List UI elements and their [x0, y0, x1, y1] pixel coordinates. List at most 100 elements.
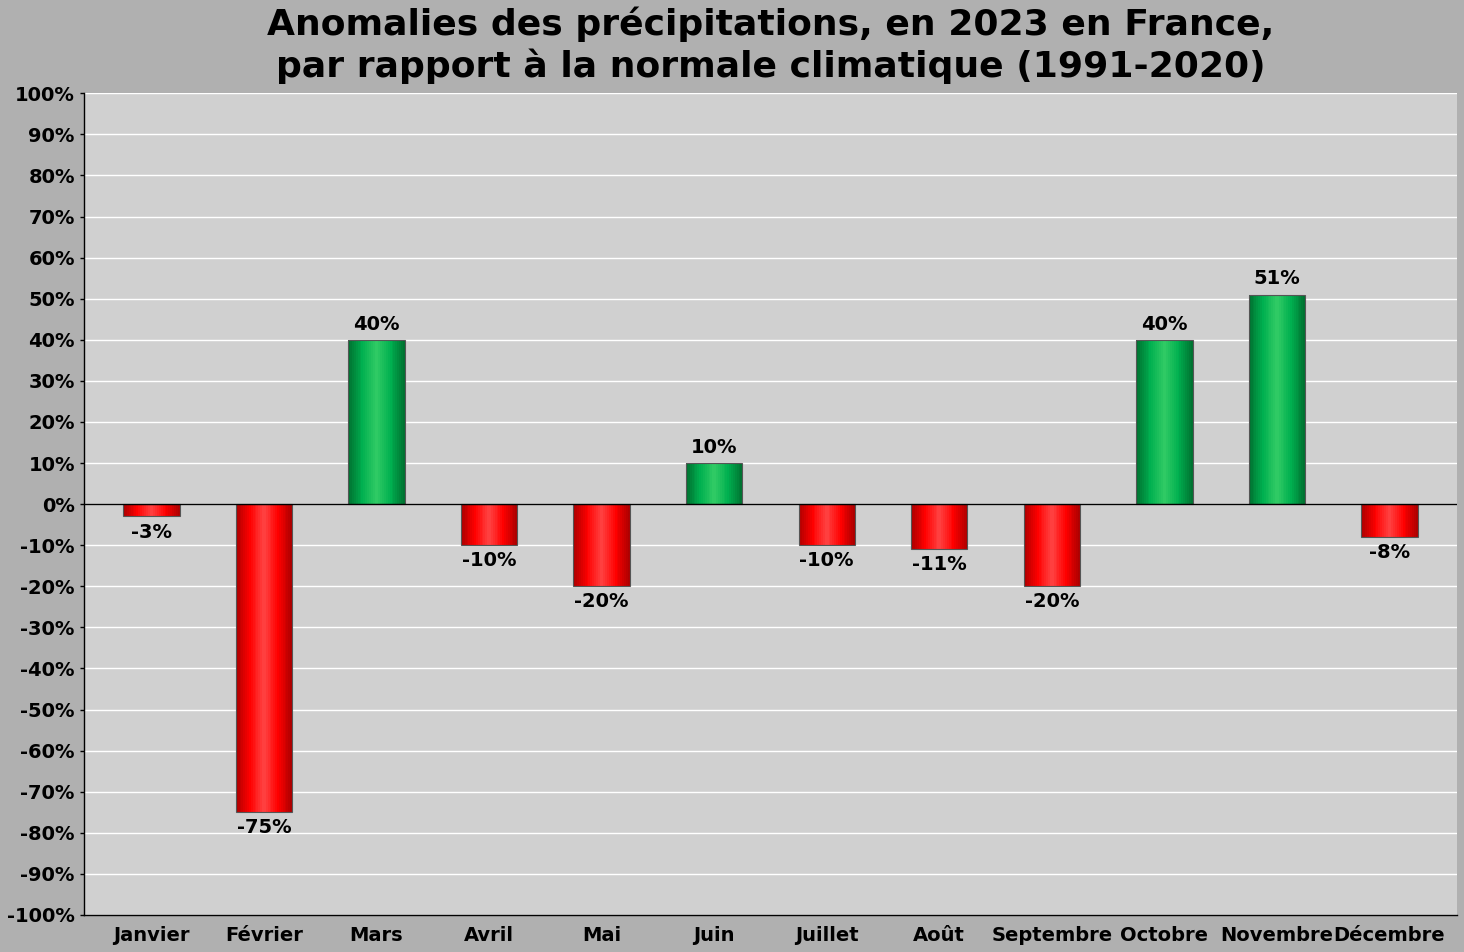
Bar	[464, 505, 467, 545]
Bar	[820, 505, 821, 545]
Bar	[962, 505, 963, 549]
Bar	[731, 463, 733, 505]
Bar	[170, 505, 171, 516]
Bar	[849, 505, 851, 545]
Bar	[834, 505, 836, 545]
Bar	[1037, 505, 1038, 586]
Bar	[171, 505, 174, 516]
Bar	[1187, 340, 1189, 505]
Bar	[1061, 505, 1063, 586]
Bar	[155, 505, 157, 516]
Bar	[618, 505, 621, 586]
Bar	[350, 340, 353, 505]
Bar	[130, 505, 133, 516]
Bar	[468, 505, 470, 545]
Bar	[1176, 340, 1177, 505]
Bar	[848, 505, 849, 545]
Bar	[713, 463, 714, 505]
Bar	[266, 505, 268, 812]
Bar	[596, 505, 597, 586]
Bar	[710, 463, 713, 505]
Bar	[741, 463, 742, 505]
Bar	[483, 505, 485, 545]
Bar	[722, 463, 723, 505]
Bar	[1391, 505, 1394, 537]
Bar	[353, 340, 354, 505]
Bar	[1386, 505, 1388, 537]
Bar	[1275, 294, 1277, 505]
Bar	[589, 505, 590, 586]
Bar	[1250, 294, 1253, 505]
Bar	[603, 505, 605, 586]
Bar	[1378, 505, 1381, 537]
Bar	[1369, 505, 1370, 537]
Bar	[814, 505, 815, 545]
Bar	[123, 505, 124, 516]
Bar	[1362, 505, 1417, 537]
Bar	[290, 505, 293, 812]
Bar	[384, 340, 386, 505]
Bar	[808, 505, 810, 545]
Bar	[824, 505, 827, 545]
Bar	[163, 505, 164, 516]
Bar	[1142, 340, 1143, 505]
Bar	[608, 505, 609, 586]
Bar	[1370, 505, 1373, 537]
Bar	[1162, 340, 1164, 505]
Bar	[950, 505, 953, 549]
Bar	[810, 505, 811, 545]
Bar	[1035, 505, 1037, 586]
Bar	[610, 505, 613, 586]
Text: -11%: -11%	[912, 555, 966, 574]
Bar	[622, 505, 624, 586]
Bar	[363, 340, 365, 505]
Bar	[1184, 340, 1187, 505]
Bar	[914, 505, 915, 549]
Bar	[701, 463, 703, 505]
Bar	[1054, 505, 1056, 586]
Bar	[735, 463, 736, 505]
Bar	[840, 505, 842, 545]
Bar	[356, 340, 357, 505]
Bar	[124, 505, 127, 516]
Bar	[255, 505, 256, 812]
Text: -10%: -10%	[799, 551, 854, 570]
Bar	[609, 505, 610, 586]
Bar	[395, 340, 397, 505]
Bar	[253, 505, 255, 812]
Bar	[1028, 505, 1029, 586]
Bar	[1180, 340, 1181, 505]
Bar	[154, 505, 155, 516]
Bar	[1301, 294, 1303, 505]
Bar	[389, 340, 391, 505]
Bar	[482, 505, 483, 545]
Bar	[704, 463, 707, 505]
Bar	[924, 505, 927, 549]
Bar	[700, 463, 701, 505]
Bar	[1262, 294, 1263, 505]
Bar	[470, 505, 473, 545]
Bar	[1383, 505, 1386, 537]
Bar	[600, 505, 602, 586]
Bar	[947, 505, 949, 549]
Bar	[1394, 505, 1395, 537]
Bar	[269, 505, 271, 812]
Bar	[1397, 505, 1400, 537]
Bar	[288, 505, 290, 812]
Bar	[613, 505, 615, 586]
Bar	[1136, 340, 1138, 505]
Bar	[176, 505, 177, 516]
Bar	[1404, 505, 1407, 537]
Bar	[514, 505, 515, 545]
Text: -10%: -10%	[461, 551, 517, 570]
Bar	[1143, 340, 1146, 505]
Bar	[580, 505, 581, 586]
Bar	[507, 505, 508, 545]
Bar	[966, 505, 968, 549]
Bar	[624, 505, 627, 586]
Text: -20%: -20%	[574, 592, 630, 611]
Text: 10%: 10%	[691, 438, 738, 457]
Bar	[823, 505, 824, 545]
Bar	[485, 505, 488, 545]
Bar	[949, 505, 950, 549]
